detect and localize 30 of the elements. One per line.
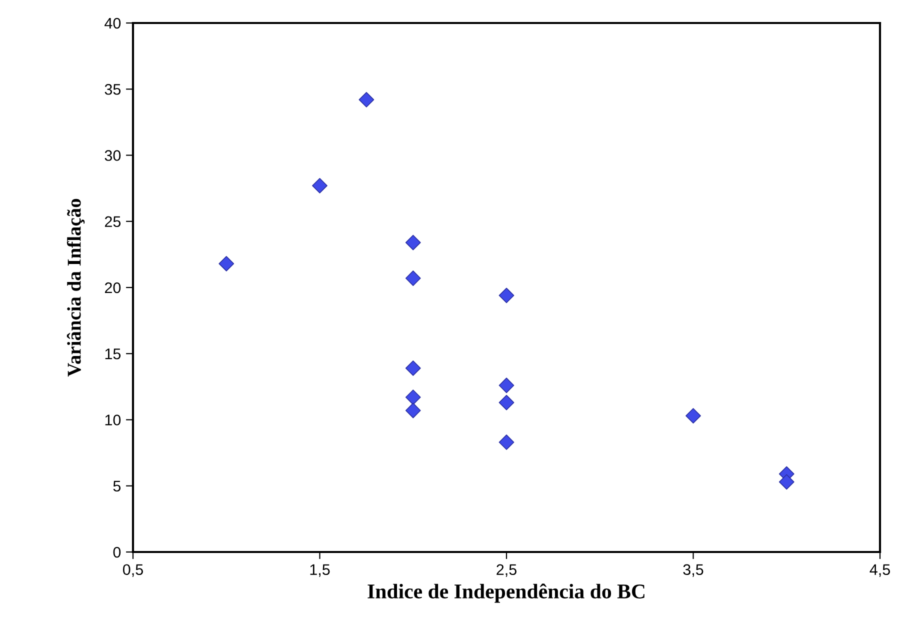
point: [218, 256, 234, 272]
point: [358, 92, 374, 108]
y-tick-label: 0: [113, 546, 121, 558]
y-tick-label: 10: [105, 414, 121, 426]
point: [498, 378, 514, 394]
point: [405, 270, 421, 286]
y-tick-label: 15: [105, 348, 121, 360]
point: [498, 434, 514, 450]
y-tick-label: 30: [104, 150, 121, 161]
y-tick-label: 25: [104, 216, 121, 228]
y-tick-label: 5: [113, 480, 121, 492]
point: [405, 402, 421, 418]
x-tick-label: 4,5: [870, 564, 890, 577]
point: [686, 408, 701, 424]
point: [405, 234, 421, 250]
point: [405, 390, 421, 405]
y-tick-label: 20: [104, 282, 121, 294]
point: [778, 474, 794, 490]
x-tick-label: 1,5: [310, 564, 330, 577]
y-tick-label: 40: [104, 18, 121, 29]
y-axis-title: Variância da Inflação: [66, 198, 85, 377]
point: [498, 394, 514, 410]
x-axis-title: Indice de Independência do BC: [368, 584, 644, 603]
point: [312, 178, 328, 194]
y-tick-label: 35: [104, 84, 121, 95]
point: [405, 360, 421, 376]
x-tick-label: 2,5: [496, 564, 516, 577]
x-tick-label: 3,5: [683, 564, 704, 577]
x-tick-label: 0,5: [122, 564, 143, 577]
point: [498, 288, 514, 304]
